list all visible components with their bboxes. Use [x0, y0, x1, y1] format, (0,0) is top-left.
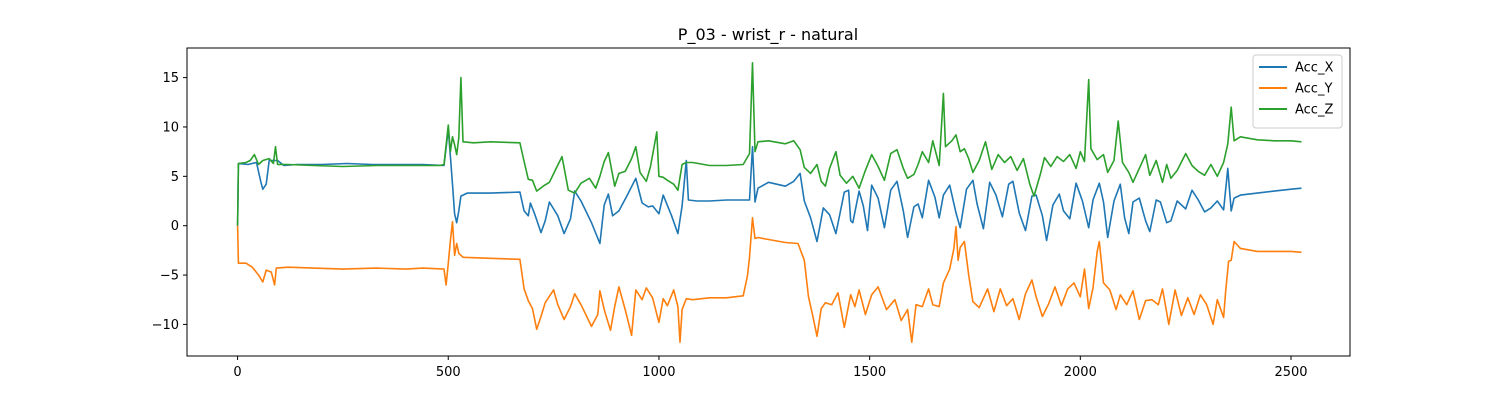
legend-label: Acc_X	[1295, 61, 1333, 76]
legend: Acc_X Acc_Y Acc_Z	[1252, 54, 1343, 129]
y-tick-label: 0	[171, 219, 179, 234]
x-tick-label: 1500	[853, 365, 886, 380]
y-tick-label: −5	[160, 269, 179, 284]
series-line-acc-z	[236, 62, 1302, 226]
y-tick-label: 10	[162, 120, 179, 135]
legend-label: Acc_Z	[1295, 103, 1333, 118]
x-tick-label: 1000	[642, 365, 675, 380]
x-tick-label: 2500	[1274, 365, 1307, 380]
legend-label: Acc_Y	[1295, 82, 1332, 97]
x-tick-label: 500	[436, 365, 461, 380]
y-tick-label: 5	[171, 170, 179, 185]
y-tick-label: −10	[152, 318, 179, 333]
series-lines	[236, 62, 1302, 343]
x-axis: 0 500 1000 1500 2000 2500	[233, 356, 1308, 380]
series-line-acc-x	[236, 128, 1302, 245]
series-line-acc-y	[236, 217, 1302, 343]
chart-title: P_03 - wrist_r - natural	[678, 25, 858, 45]
x-tick-label: 2000	[1064, 365, 1097, 380]
x-tick-label: 0	[233, 365, 241, 380]
plot-frame	[186, 47, 1351, 357]
y-axis: −10 −5 0 5 10 15	[152, 71, 187, 333]
y-tick-label: 15	[162, 71, 179, 86]
